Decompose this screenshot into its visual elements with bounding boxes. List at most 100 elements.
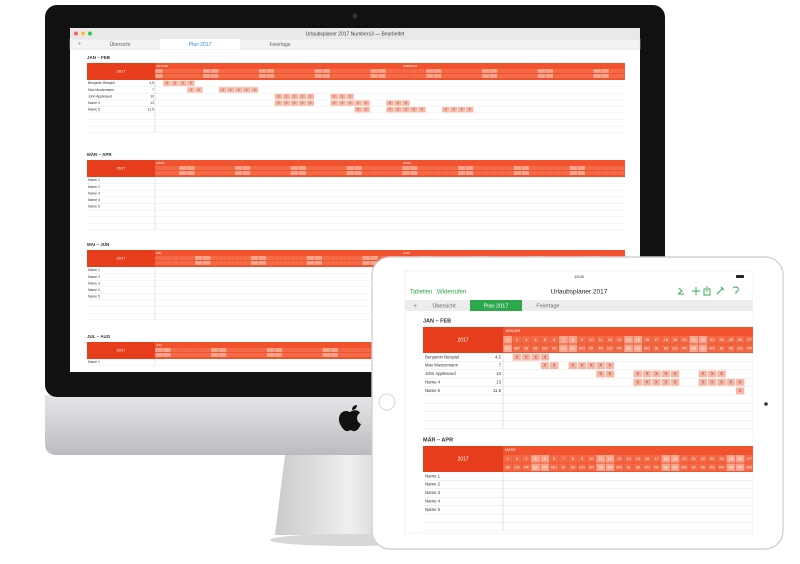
insert-icon[interactable] <box>692 287 700 295</box>
zoom-button[interactable] <box>88 31 92 36</box>
weekday-cell <box>633 344 643 352</box>
day-cell <box>242 69 251 73</box>
day-number: 18 <box>664 456 669 461</box>
day-cell <box>298 348 307 352</box>
vacation-mark: X <box>365 101 368 105</box>
tab-active[interactable] <box>470 300 522 311</box>
day-number: 24 <box>719 337 724 342</box>
weekday-cell <box>503 344 512 352</box>
weekday-cell <box>689 463 698 471</box>
weekday-cell <box>202 171 211 175</box>
weekday-cell <box>218 171 227 175</box>
day-cell <box>370 69 378 73</box>
vacation-cell <box>219 87 227 93</box>
weekday-label: DO <box>607 346 613 350</box>
year-label: 2017 <box>117 166 127 171</box>
ipad-home-button[interactable] <box>378 393 396 411</box>
weekday-label: DI <box>590 346 594 350</box>
vacation-cell <box>346 100 354 106</box>
vacation-cell <box>386 107 394 113</box>
day-number: 26 <box>738 456 743 461</box>
vacation-cell <box>642 370 652 378</box>
weekday-cell <box>481 171 490 175</box>
vacation-cell <box>735 379 745 386</box>
day-cell <box>402 166 410 170</box>
weekday-cell <box>434 171 442 175</box>
weekday-label: DO <box>579 465 585 469</box>
month-label: JANUAR <box>156 64 169 68</box>
back-button[interactable]: Tabellen <box>410 290 432 296</box>
weekday-cell <box>553 171 562 175</box>
vacation-cell <box>577 362 587 369</box>
vacation-cell <box>540 353 550 361</box>
weekday-label: MI <box>701 465 705 469</box>
add-sheet[interactable]: + <box>413 303 417 310</box>
day-cell <box>505 166 514 170</box>
vacation-cell <box>661 379 670 386</box>
day-number: 22 <box>701 456 706 461</box>
weekday-cell <box>187 261 195 265</box>
weekday-cell <box>306 261 315 265</box>
day-cell <box>402 69 410 73</box>
vacation-mark: X <box>238 88 241 92</box>
day-number: 23 <box>710 456 715 461</box>
day-cell <box>155 166 163 170</box>
day-cell <box>322 166 331 170</box>
vacation-cell <box>282 93 291 100</box>
weekday-cell <box>226 353 235 357</box>
undo-button[interactable]: Widerrufen <box>437 290 466 296</box>
vacation-mark: X <box>711 371 714 376</box>
weekday-cell <box>242 74 251 78</box>
day-cell <box>155 348 163 352</box>
day-cell <box>569 69 578 73</box>
weekday-cell <box>726 463 736 471</box>
tab-label[interactable]: Übersicht <box>109 41 131 48</box>
day-cell <box>282 69 291 73</box>
person-name: Name 2 <box>88 185 100 189</box>
close-button[interactable] <box>74 31 78 36</box>
weekday-cell <box>266 171 275 175</box>
day-cell <box>195 69 203 73</box>
ipad-screen-edge <box>753 271 783 533</box>
tab-label[interactable]: Plan 2017 <box>484 303 509 309</box>
day-cell <box>680 336 689 344</box>
weekday-cell <box>370 261 378 265</box>
weekday-cell <box>596 344 605 352</box>
minimize-button[interactable] <box>81 31 85 36</box>
tab-label[interactable]: Plan 2017 <box>189 42 212 48</box>
format-icon[interactable] <box>677 287 684 295</box>
day-cell <box>473 166 482 170</box>
weekday-cell <box>298 261 307 265</box>
tab-label[interactable]: Übersicht <box>432 302 456 309</box>
day-cell <box>218 166 227 170</box>
day-cell <box>378 256 386 260</box>
day-cell <box>624 336 633 344</box>
person-name: Name 1 <box>88 360 100 364</box>
add-sheet[interactable]: + <box>78 42 82 48</box>
weekday-cell <box>258 74 267 78</box>
weekday-cell <box>187 74 195 78</box>
ipad-outline <box>371 256 784 550</box>
day-number: 16 <box>645 456 650 461</box>
day-number: 12 <box>608 337 613 342</box>
day-cell <box>585 166 593 170</box>
help-icon[interactable] <box>732 286 739 294</box>
day-cell <box>226 166 235 170</box>
weekday-cell <box>521 74 530 78</box>
day-cell <box>549 455 559 463</box>
tab-label[interactable]: Feiertage <box>536 303 559 309</box>
vacation-mark: X <box>461 108 464 112</box>
weekday-label: MO <box>747 465 753 469</box>
weekday-cell <box>282 353 291 357</box>
weekday-cell <box>274 353 283 357</box>
vacation-cell <box>708 370 717 378</box>
tools-icon[interactable] <box>716 286 725 295</box>
weekday-label: DO <box>737 346 743 350</box>
share-icon[interactable] <box>703 286 711 296</box>
weekday-cell <box>441 74 450 78</box>
day-cell <box>210 69 219 73</box>
tab-active[interactable] <box>160 39 240 49</box>
day-cell <box>274 256 283 260</box>
tab-label[interactable]: Feiertage <box>269 42 290 48</box>
imac-tabs: Übersicht Plan 2017 Feiertage <box>109 39 291 49</box>
